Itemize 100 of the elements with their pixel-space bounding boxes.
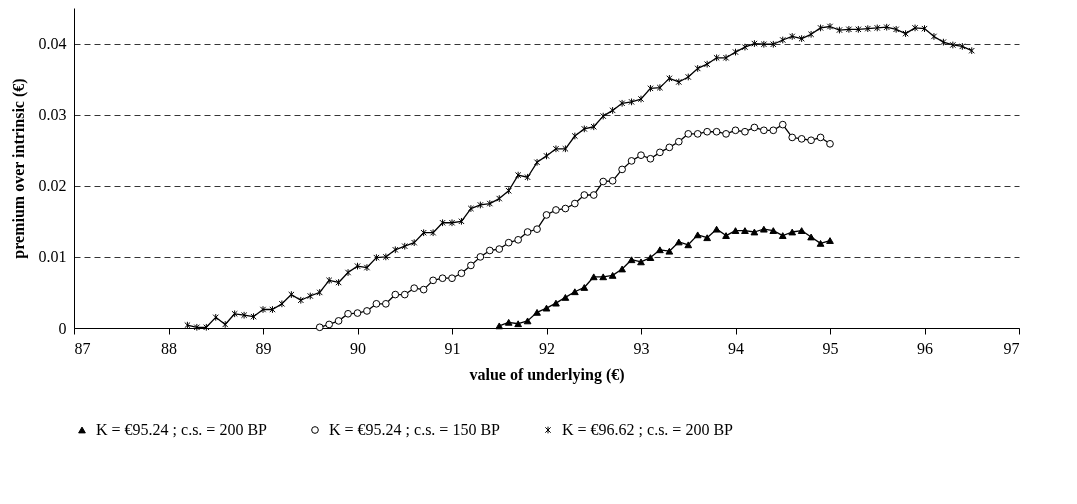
point — [646, 254, 655, 262]
legend-label: K = €95.24 ; c.s. = 200 BP — [96, 421, 268, 438]
point — [448, 274, 456, 283]
point — [674, 238, 683, 246]
point — [750, 123, 759, 132]
point — [637, 151, 645, 160]
point — [467, 261, 475, 270]
x-tick-label: 88 — [161, 339, 177, 357]
point — [344, 309, 352, 318]
point — [457, 269, 466, 278]
point — [760, 126, 768, 135]
point — [410, 284, 419, 293]
y-axis-title: premium over intrinsic (€) — [9, 78, 28, 259]
point — [571, 288, 579, 296]
point — [741, 227, 749, 234]
point — [533, 308, 541, 316]
point — [618, 265, 626, 273]
point — [816, 133, 825, 142]
point — [712, 127, 721, 136]
point — [419, 285, 428, 294]
point — [504, 238, 513, 247]
y-tick-label: 0.03 — [38, 106, 67, 124]
x-tick-label: 90 — [350, 339, 366, 357]
point — [741, 127, 749, 136]
point — [599, 177, 608, 186]
point — [769, 126, 778, 135]
point — [580, 284, 589, 291]
x-axis-title: value of underlying (€) — [469, 365, 625, 384]
point — [542, 304, 551, 312]
point — [797, 135, 806, 143]
point — [637, 258, 645, 266]
x-tick-label: 91 — [444, 339, 461, 357]
point — [504, 318, 513, 326]
point — [627, 157, 636, 165]
point — [656, 246, 664, 254]
point — [750, 228, 759, 236]
point — [542, 211, 551, 219]
point — [589, 191, 598, 199]
point — [552, 299, 560, 307]
point — [315, 323, 324, 332]
point — [693, 130, 702, 138]
point — [769, 227, 778, 234]
point — [608, 176, 617, 185]
point — [712, 225, 721, 233]
point — [523, 317, 532, 325]
point — [589, 273, 598, 281]
point — [722, 130, 730, 138]
point — [400, 290, 409, 299]
point — [665, 247, 674, 255]
point — [684, 130, 693, 138]
point — [334, 317, 343, 325]
point — [599, 273, 608, 281]
y-tick-label: 0.02 — [38, 177, 67, 195]
point — [778, 232, 787, 239]
point — [693, 231, 702, 239]
legend-label: K = €96.62 ; c.s. = 200 BP — [562, 421, 734, 438]
x-tick-label: 95 — [822, 339, 839, 357]
point — [807, 136, 815, 145]
point — [731, 126, 740, 135]
point — [514, 320, 522, 328]
point — [703, 234, 711, 242]
point — [797, 227, 806, 234]
point — [656, 148, 664, 157]
y-tick-label: 0 — [58, 319, 67, 337]
point — [561, 294, 570, 301]
point — [580, 191, 589, 199]
y-tick-label: 0.04 — [38, 35, 67, 53]
point — [788, 133, 797, 142]
point — [372, 299, 381, 308]
point — [788, 228, 797, 236]
point — [608, 271, 617, 279]
x-tick-label: 97 — [1003, 339, 1020, 357]
point — [646, 154, 655, 163]
point — [533, 225, 541, 233]
point — [495, 322, 504, 330]
point — [684, 241, 693, 249]
x-tick-label: 92 — [539, 339, 555, 357]
y-tick-label: 0.01 — [38, 248, 67, 266]
point — [731, 227, 740, 234]
x-tick-label: 96 — [917, 339, 933, 357]
x-tick-label: 87 — [74, 339, 91, 357]
x-tick-label: 93 — [633, 339, 650, 357]
point — [571, 199, 579, 208]
point — [816, 239, 825, 247]
point — [778, 120, 787, 129]
point — [561, 204, 570, 213]
point — [382, 299, 390, 308]
point — [485, 246, 494, 255]
point — [438, 274, 447, 283]
point — [523, 228, 532, 236]
point — [353, 309, 362, 317]
point — [429, 276, 437, 285]
point — [552, 206, 560, 214]
point — [826, 237, 834, 244]
point — [665, 143, 674, 152]
point — [325, 320, 333, 329]
point — [807, 233, 815, 241]
point — [514, 235, 522, 244]
x-tick-label: 89 — [255, 339, 272, 357]
point — [618, 165, 626, 174]
